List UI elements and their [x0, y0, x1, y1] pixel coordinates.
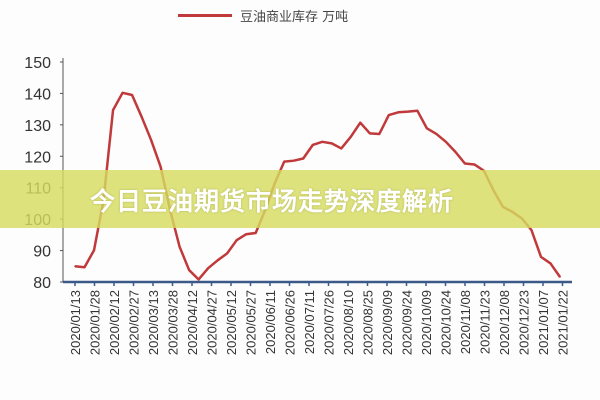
x-tick-label: 2020/03/13 [146, 290, 161, 355]
data-point [283, 160, 286, 163]
data-point [397, 111, 400, 114]
data-point [188, 269, 190, 271]
x-tick-label: 2020/11/23 [478, 290, 493, 354]
y-tick-label: 130 [24, 118, 51, 135]
x-tick-label: 2020/10/24 [439, 290, 454, 355]
x-tick-label: 2021/01/22 [556, 290, 571, 355]
x-tick-label: 2020/06/11 [263, 290, 278, 354]
data-point [254, 232, 257, 234]
data-point [549, 262, 552, 265]
data-point [235, 239, 238, 241]
data-point [178, 246, 181, 248]
x-tick-label: 2020/05/27 [244, 290, 259, 355]
x-tick-label: 2020/02/27 [127, 290, 142, 355]
x-tick-label: 2020/05/12 [224, 290, 239, 355]
data-point [83, 266, 86, 269]
data-point [207, 267, 209, 269]
data-point [226, 252, 228, 255]
x-tick-label: 2020/01/28 [88, 290, 103, 355]
data-point [388, 114, 390, 116]
data-point [140, 115, 143, 118]
x-tick-label: 2020/10/09 [419, 290, 434, 355]
data-point [435, 133, 438, 135]
banner-title: 今日豆油期货市场走势深度解析 [90, 187, 455, 216]
y-tick-label: 90 [33, 244, 51, 261]
data-point [369, 132, 371, 135]
data-point [121, 92, 124, 94]
x-tick-label: 2020/02/12 [107, 290, 122, 355]
data-point [216, 259, 219, 262]
x-tick-label: 2020/12/23 [517, 290, 532, 355]
data-point [540, 256, 542, 258]
data-point [349, 136, 352, 138]
data-point [330, 142, 333, 145]
legend-line-swatch [178, 14, 232, 17]
data-point [407, 110, 409, 113]
x-tick-label: 2021/01/07 [536, 290, 551, 355]
legend: 豆油商业库存 万吨 [178, 6, 348, 25]
y-tick-label: 120 [24, 149, 51, 166]
data-point [159, 165, 162, 168]
x-tick-label: 2020/03/28 [166, 290, 181, 355]
data-point [473, 163, 476, 166]
x-tick-label: 2020/09/09 [380, 290, 395, 355]
data-point [464, 162, 466, 165]
legend-label: 豆油商业库存 万吨 [240, 10, 349, 25]
series-line [74, 91, 562, 281]
data-point [292, 159, 295, 162]
data-point [74, 265, 76, 268]
data-point [197, 278, 200, 281]
x-tick-label: 2020/09/24 [400, 290, 415, 355]
y-tick-label: 140 [24, 86, 51, 103]
data-point [426, 127, 428, 130]
data-point [559, 276, 561, 278]
x-tick-label: 2020/11/08 [458, 290, 473, 354]
data-point [530, 229, 533, 231]
x-tick-label: 2020/06/26 [283, 290, 298, 355]
x-tick-label: 2020/07/11 [302, 290, 317, 354]
x-tick-label: 2020/08/25 [361, 290, 376, 355]
x-tick-label: 2020/04/12 [185, 290, 200, 355]
data-point [445, 141, 447, 143]
data-point [359, 121, 362, 124]
title-banner: 今日豆油期货市场走势深度解析 [0, 170, 600, 228]
x-tick-label: 2020/01/13 [68, 290, 83, 355]
data-point [454, 151, 457, 153]
x-tick-label: 2020/07/26 [322, 290, 337, 355]
data-point [112, 109, 114, 111]
data-point [416, 109, 419, 112]
data-point [340, 147, 343, 150]
x-tick-label: 2020/12/08 [497, 290, 512, 355]
data-point [150, 139, 152, 141]
y-tick-label: 150 [24, 55, 51, 72]
x-tick-label: 2020/04/27 [205, 290, 220, 355]
data-point [93, 249, 95, 252]
data-point [311, 144, 314, 146]
data-point [321, 141, 324, 143]
data-point [245, 233, 247, 236]
data-point [131, 94, 133, 96]
x-tick-label: 2020/08/10 [341, 290, 356, 355]
data-point [302, 157, 305, 160]
data-point [378, 133, 381, 135]
y-tick-label: 80 [33, 275, 51, 292]
